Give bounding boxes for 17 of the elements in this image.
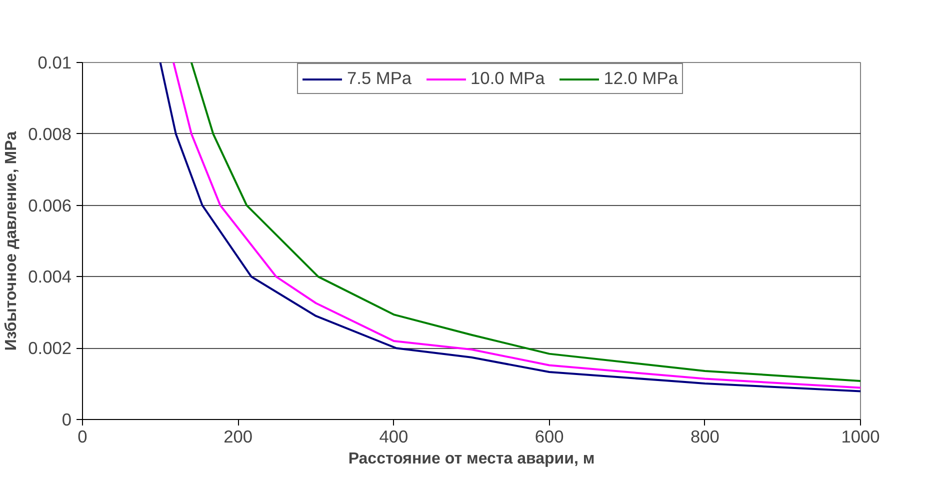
y-tick-label: 0.008 [28,124,72,144]
legend-label: 10.0 MPa [470,68,545,89]
y-tick-label: 0 [62,410,72,430]
y-tick-label: 0.004 [28,266,72,287]
x-tick-label: 0 [78,426,88,446]
y-tick-label: 0.01 [38,52,72,72]
x-axis-title: Расстояние от места аварии, м [348,450,595,468]
x-tick-label: 800 [690,426,720,446]
legend-label: 7.5 MPa [347,68,412,89]
x-tick-label: 200 [224,426,253,446]
x-tick-label: 400 [379,426,408,446]
y-tick-label: 0.002 [28,338,72,358]
x-tick-label: 600 [534,426,564,446]
y-tick-label: 0.006 [28,195,72,216]
y-axis-title: Избыточное давление, MPa [3,131,20,351]
x-tick-label: 1000 [841,426,880,446]
legend-label: 12.0 MPa [604,68,678,89]
